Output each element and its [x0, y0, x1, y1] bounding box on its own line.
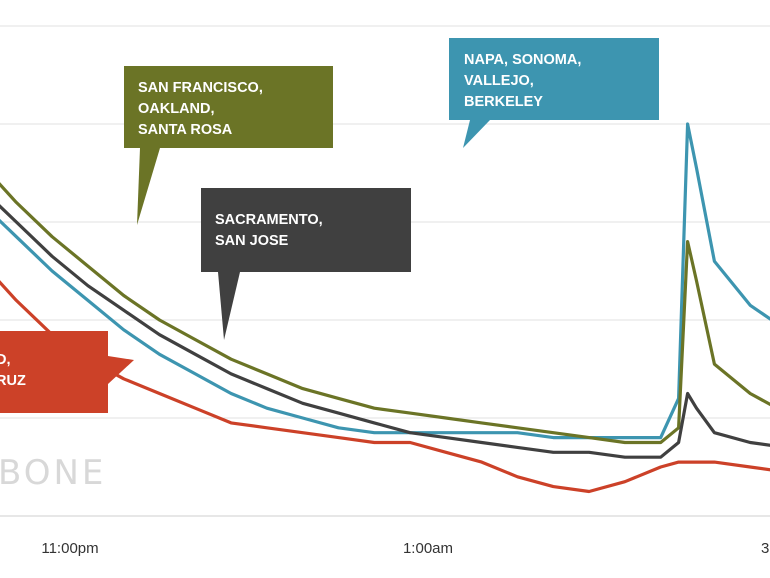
- callout-pointer-2: [218, 272, 240, 340]
- series-line-3: [0, 204, 770, 459]
- callout-1: NAPA, SONOMA, VALLEJO, BERKELEY: [449, 38, 659, 148]
- callout-box-2: [201, 188, 411, 272]
- callout-label-0-1: OAKLAND,: [138, 101, 215, 117]
- x-tick-label-0: 11:00pm: [41, 540, 98, 557]
- callout-box-1: [449, 38, 659, 120]
- series-line-1: [0, 122, 770, 440]
- callout-3: D, RUZ: [0, 331, 134, 413]
- callout-label-3-0: D,: [0, 352, 11, 368]
- x-tick-label-1: 1:00am: [403, 540, 453, 557]
- callout-pointer-3: [108, 356, 134, 384]
- callout-pointer-1: [463, 120, 490, 148]
- callout-label-0-2: SANTA ROSA: [138, 122, 233, 138]
- callout-0: SAN FRANCISCO, OAKLAND, SANTA ROSA: [124, 66, 333, 225]
- callout-label-3-1: RUZ: [0, 373, 26, 389]
- callout-label-1-0: NAPA, SONOMA,: [464, 52, 581, 68]
- callout-label-2-0: SACRAMENTO,: [215, 212, 323, 228]
- callout-box-0: [124, 66, 333, 148]
- watermark: BONE: [0, 453, 106, 493]
- callout-label-1-2: BERKELEY: [464, 94, 543, 110]
- series-lines: [0, 122, 770, 494]
- series-line-2: [0, 182, 770, 445]
- callout-2: SACRAMENTO, SAN JOSE: [201, 188, 411, 340]
- callout-box-3: [0, 331, 108, 413]
- x-tick-label-2: 3:00am: [761, 540, 770, 557]
- callout-label-0-0: SAN FRANCISCO,: [138, 80, 263, 96]
- callouts: SAN FRANCISCO, OAKLAND, SANTA ROSA NAPA, SO…: [0, 38, 659, 413]
- callout-label-1-1: VALLEJO,: [464, 73, 534, 89]
- callout-label-2-1: SAN JOSE: [215, 233, 289, 249]
- callout-pointer-0: [137, 148, 160, 225]
